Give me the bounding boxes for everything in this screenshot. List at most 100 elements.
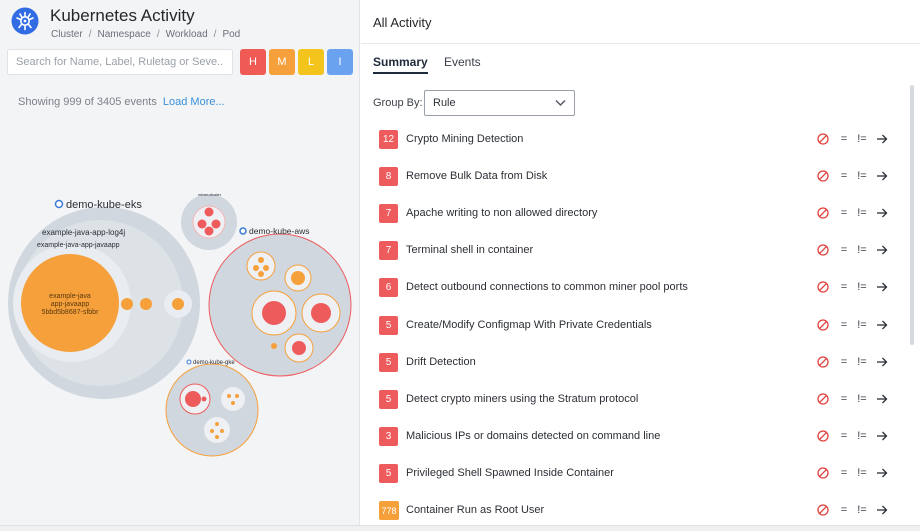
pod-bubble-javaapp[interactable] <box>21 254 119 352</box>
pod-bubble-gke-4[interactable] <box>235 394 239 398</box>
filter-equals-button[interactable]: = <box>840 429 848 442</box>
severity-filter-low[interactable]: L <box>298 49 324 75</box>
workload-bubble-gke-3[interactable] <box>204 417 230 443</box>
filter-not-equals-button[interactable]: != <box>857 281 867 294</box>
arrow-right-icon[interactable] <box>875 391 889 407</box>
block-icon[interactable] <box>816 279 830 295</box>
pod-bubble-aws-1b[interactable] <box>253 265 259 271</box>
tab-events[interactable]: Events <box>444 55 481 69</box>
pod-bubble-aws-1a[interactable] <box>258 257 264 263</box>
breadcrumb-workload[interactable]: Workload <box>165 29 208 40</box>
pod-bubble-gke-9[interactable] <box>215 435 219 439</box>
pod-bubble-miner-1[interactable] <box>204 207 214 217</box>
load-more-link[interactable]: Load More... <box>162 96 225 108</box>
block-icon[interactable] <box>816 354 830 370</box>
block-icon[interactable] <box>816 168 830 184</box>
workload-bubble-miner[interactable] <box>192 205 226 239</box>
arrow-right-icon[interactable] <box>875 465 889 481</box>
arrow-right-icon[interactable] <box>875 428 889 444</box>
filter-equals-button[interactable]: = <box>840 133 848 145</box>
group-by-select[interactable]: Rule <box>424 90 575 116</box>
rule-name[interactable]: Container Run as Root User <box>406 504 545 516</box>
block-icon[interactable] <box>816 391 830 407</box>
pod-bubble-gke-5[interactable] <box>231 401 235 405</box>
rule-name[interactable]: Crypto Mining Detection <box>406 133 524 145</box>
pod-bubble-gke-1[interactable] <box>185 391 201 407</box>
filter-not-equals-button[interactable]: != <box>857 392 867 405</box>
severity-filter-medium[interactable]: M <box>269 49 295 75</box>
rule-name[interactable]: Drift Detection <box>406 355 476 368</box>
rule-row[interactable]: 3 Malicious IPs or domains detected on co… <box>379 426 899 464</box>
pod-bubble-aws-4[interactable] <box>311 303 331 323</box>
block-icon[interactable] <box>816 317 830 333</box>
block-icon[interactable] <box>816 242 830 258</box>
severity-filter-info[interactable]: I <box>327 49 353 75</box>
rule-name[interactable]: Privileged Shell Spawned Inside Containe… <box>406 466 614 479</box>
scrollbar[interactable] <box>910 85 914 345</box>
pod-bubble-small-1[interactable] <box>121 298 133 310</box>
pod-bubble-miner-2[interactable] <box>197 219 207 229</box>
rule-name[interactable]: Malicious IPs or domains detected on com… <box>406 429 661 442</box>
pod-bubble-small-3[interactable] <box>172 298 184 310</box>
severity-filter-high[interactable]: H <box>240 49 266 75</box>
filter-not-equals-button[interactable]: != <box>857 133 867 145</box>
rule-name[interactable]: Terminal shell in container <box>406 244 534 257</box>
block-icon[interactable] <box>816 502 830 518</box>
arrow-right-icon[interactable] <box>875 168 889 184</box>
rule-name[interactable]: Detect outbound connections to common mi… <box>406 281 688 294</box>
filter-not-equals-button[interactable]: != <box>857 318 867 331</box>
pod-bubble-gke-8[interactable] <box>220 429 224 433</box>
filter-equals-button[interactable]: = <box>840 207 848 220</box>
breadcrumb-pod[interactable]: Pod <box>222 29 241 40</box>
pod-bubble-miner-3[interactable] <box>211 219 221 229</box>
pod-bubble-gke-2[interactable] <box>201 396 207 402</box>
search-input[interactable] <box>7 49 233 75</box>
breadcrumb-namespace[interactable]: Namespace <box>97 29 151 40</box>
rule-row[interactable]: 5 Privileged Shell Spawned Inside Contain… <box>379 463 899 501</box>
filter-equals-button[interactable]: = <box>840 355 848 368</box>
pod-bubble-aws-1c[interactable] <box>263 265 269 271</box>
filter-equals-button[interactable]: = <box>840 244 848 257</box>
arrow-right-icon[interactable] <box>875 354 889 370</box>
pod-bubble-miner-4[interactable] <box>204 226 214 236</box>
filter-not-equals-button[interactable]: != <box>857 244 867 257</box>
workload-bubble-aws-1[interactable] <box>246 251 276 281</box>
filter-not-equals-button[interactable]: != <box>857 466 867 479</box>
filter-not-equals-button[interactable]: != <box>857 170 867 183</box>
rule-row[interactable]: 6 Detect outbound connections to common m… <box>379 278 899 315</box>
arrow-right-icon[interactable] <box>875 242 889 258</box>
filter-equals-button[interactable]: = <box>840 504 848 516</box>
block-icon[interactable] <box>816 465 830 481</box>
filter-not-equals-button[interactable]: != <box>857 504 867 516</box>
filter-equals-button[interactable]: = <box>840 392 848 405</box>
filter-not-equals-button[interactable]: != <box>857 355 867 368</box>
rule-name[interactable]: Apache writing to non allowed directory <box>406 207 598 220</box>
rule-name[interactable]: Create/Modify Configmap With Private Cre… <box>406 318 652 331</box>
pod-bubble-small-2[interactable] <box>140 298 152 310</box>
breadcrumb-cluster[interactable]: Cluster <box>51 29 83 40</box>
pod-bubble-aws-3[interactable] <box>262 301 286 325</box>
rule-row[interactable]: 778 Container Run as Root User = != <box>379 501 899 531</box>
filter-equals-button[interactable]: = <box>840 281 848 294</box>
filter-not-equals-button[interactable]: != <box>857 429 867 442</box>
arrow-right-icon[interactable] <box>875 317 889 333</box>
arrow-right-icon[interactable] <box>875 131 889 147</box>
filter-not-equals-button[interactable]: != <box>857 207 867 220</box>
arrow-right-icon[interactable] <box>875 279 889 295</box>
arrow-right-icon[interactable] <box>875 205 889 221</box>
tab-summary[interactable]: Summary <box>373 55 428 74</box>
pod-bubble-gke-6[interactable] <box>215 422 219 426</box>
rule-row[interactable]: 5 Drift Detection = != <box>379 352 899 390</box>
arrow-right-icon[interactable] <box>875 502 889 518</box>
rule-row[interactable]: 8 Remove Bulk Data from Disk = != <box>379 167 899 204</box>
rule-row[interactable]: 5 Create/Modify Configmap With Private Cr… <box>379 315 899 353</box>
rule-name[interactable]: Detect crypto miners using the Stratum p… <box>406 392 639 405</box>
rule-row[interactable]: 7 Apache writing to non allowed directory… <box>379 204 899 241</box>
filter-equals-button[interactable]: = <box>840 170 848 183</box>
block-icon[interactable] <box>816 428 830 444</box>
cluster-bubble-gke[interactable] <box>165 363 259 457</box>
rule-row[interactable]: 5 Detect crypto miners using the Stratum … <box>379 389 899 427</box>
rule-row[interactable]: 12 Crypto Mining Detection = != <box>379 130 899 167</box>
pod-bubble-aws-6[interactable] <box>271 343 277 349</box>
block-icon[interactable] <box>816 131 830 147</box>
